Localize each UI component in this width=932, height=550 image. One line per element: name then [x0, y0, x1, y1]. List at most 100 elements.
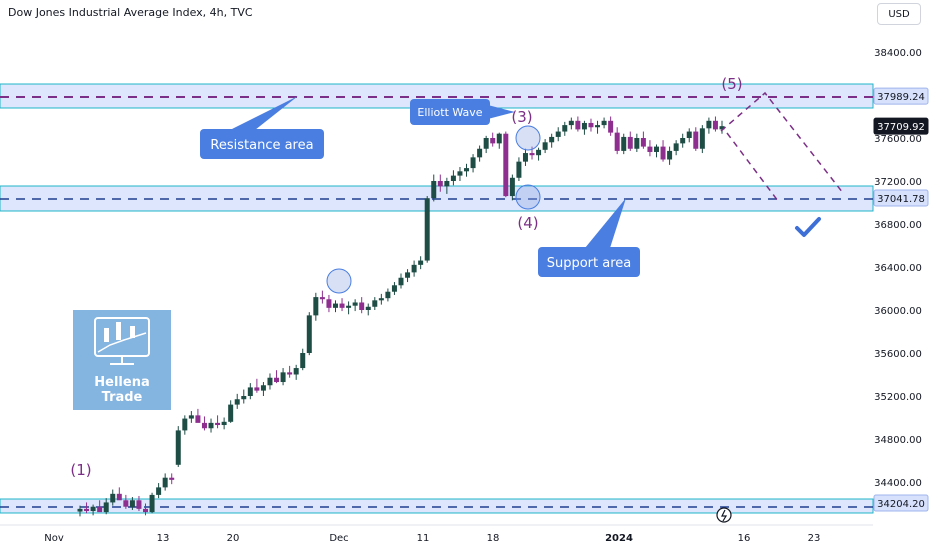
dividend-icon[interactable]: [716, 507, 732, 523]
candle: [260, 382, 266, 396]
candle-body: [378, 298, 384, 301]
candle: [156, 483, 162, 499]
candle: [116, 487, 122, 501]
candle: [201, 416, 207, 431]
highlight-circle-1: [326, 268, 352, 294]
candle-body: [326, 299, 332, 308]
price-tag-label: 37989.24: [877, 92, 925, 103]
candle-body: [201, 422, 207, 429]
projection-path-alt: [726, 132, 779, 202]
candle: [234, 393, 240, 409]
candle: [719, 120, 725, 134]
level-price-tag: 37041.78: [873, 189, 929, 207]
candle-body: [129, 500, 135, 507]
candle: [568, 117, 574, 130]
x-tick-label: Nov: [44, 533, 64, 544]
candle: [365, 303, 371, 316]
candle-body: [431, 181, 437, 199]
candle: [673, 140, 679, 156]
x-tick-label: 16: [738, 533, 751, 544]
support-zone: [0, 185, 874, 212]
candle: [693, 127, 699, 151]
candle: [208, 418, 214, 433]
candle: [653, 144, 659, 158]
candle: [437, 174, 443, 192]
candle: [254, 378, 260, 393]
y-tick-label: 36800.00: [874, 220, 922, 231]
resistance-zone: [0, 83, 874, 109]
candle-body: [359, 302, 365, 310]
candle: [614, 127, 620, 155]
candle: [300, 348, 306, 371]
candle: [634, 133, 640, 152]
candle: [686, 128, 692, 143]
candle-body: [522, 153, 528, 162]
candle: [398, 273, 404, 289]
candle-body: [464, 168, 470, 172]
candle-body: [398, 277, 404, 286]
candle: [195, 408, 201, 423]
candle: [110, 489, 116, 506]
candle: [143, 503, 149, 516]
candle: [457, 167, 463, 181]
candle-body: [306, 315, 312, 353]
price-axis: 38400.00 37600.00 37200.00 36800.00 36400.00…: [874, 48, 922, 489]
candle: [97, 500, 103, 513]
support-callout: Support area: [538, 198, 640, 277]
projection-path-primary: [720, 91, 844, 194]
wave-4-label: (4): [517, 214, 538, 232]
candle-body: [241, 396, 247, 400]
candle: [490, 132, 496, 147]
candle: [129, 497, 135, 510]
candle: [182, 415, 188, 435]
candle: [103, 498, 109, 515]
candle: [372, 297, 378, 310]
candle-body: [457, 171, 463, 176]
candle: [293, 364, 299, 380]
x-tick-label: 20: [227, 533, 240, 544]
candle: [339, 298, 345, 312]
currency-selector[interactable]: USD: [877, 3, 921, 25]
candle: [359, 297, 365, 314]
candle-body: [608, 120, 614, 133]
candle: [522, 148, 528, 166]
candle: [575, 116, 581, 132]
candle-body: [300, 353, 306, 369]
last-price-tag: 37709.92: [873, 117, 929, 135]
candle: [326, 294, 332, 313]
candle-body: [516, 161, 522, 178]
resistance-callout: Resistance area: [200, 96, 324, 159]
candle-body: [686, 131, 692, 138]
candle: [411, 260, 417, 277]
candle: [378, 293, 384, 305]
candle: [549, 133, 555, 148]
candle-body: [352, 302, 358, 306]
candle: [562, 121, 568, 136]
candle: [221, 417, 227, 430]
candle: [536, 147, 542, 161]
candle-body: [287, 372, 293, 375]
candle-body: [660, 146, 666, 160]
candle: [332, 300, 338, 313]
logo-line2: Trade: [102, 390, 143, 405]
candle-body: [634, 138, 640, 149]
candle: [595, 120, 601, 134]
candle-body: [542, 142, 548, 150]
candle: [712, 116, 718, 132]
candle: [241, 389, 247, 404]
chart-title: Dow Jones Industrial Average Index, 4h, …: [8, 6, 253, 19]
candle-body: [110, 493, 116, 503]
candle: [680, 133, 686, 148]
y-tick-label: 35600.00: [874, 349, 922, 360]
candle: [228, 400, 234, 423]
candle: [175, 426, 181, 467]
candle: [450, 170, 456, 186]
x-tick-label: 2024: [605, 533, 633, 544]
candle-body: [673, 143, 679, 151]
wave-3-label: (3): [511, 108, 532, 126]
candle-body: [313, 297, 319, 316]
candle-body: [490, 138, 496, 144]
candle: [660, 140, 666, 162]
candle-body: [208, 422, 214, 429]
